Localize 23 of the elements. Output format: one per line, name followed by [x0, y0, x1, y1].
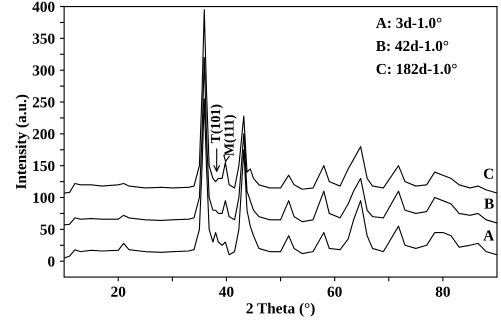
y-tick-label: 350 — [32, 33, 55, 44]
y-axis-title: Intensity (a.u.) — [16, 94, 30, 190]
y-tick-label: 100 — [33, 192, 55, 203]
annotation: B: 42d-1.0° — [376, 40, 448, 52]
y-tick-label: 250 — [32, 97, 55, 108]
x-axis-title: 2 Theta (°) — [246, 302, 315, 317]
annotation: C: 182d-1.0° — [376, 63, 457, 74]
x-tick-label: 20 — [111, 286, 126, 297]
y-tick-label: 150 — [33, 160, 55, 172]
annotation: T(101) — [210, 104, 224, 144]
y-tick-label: 50 — [40, 224, 55, 235]
x-tick-label: 60 — [328, 286, 342, 297]
y-tick-label: 0 — [48, 256, 55, 267]
y-tick-label: 200 — [32, 128, 55, 140]
x-tick-label: 80 — [436, 286, 450, 297]
series-label: B — [484, 198, 494, 209]
series-label: A — [483, 230, 494, 240]
annotation: M(111) — [224, 115, 237, 156]
y-tick-label: 300 — [32, 65, 55, 76]
series-label: C — [484, 168, 494, 179]
annotation: A: 3d-1.0° — [376, 17, 442, 28]
x-tick-label: 40 — [219, 286, 234, 297]
y-tick-label: 400 — [32, 2, 55, 12]
